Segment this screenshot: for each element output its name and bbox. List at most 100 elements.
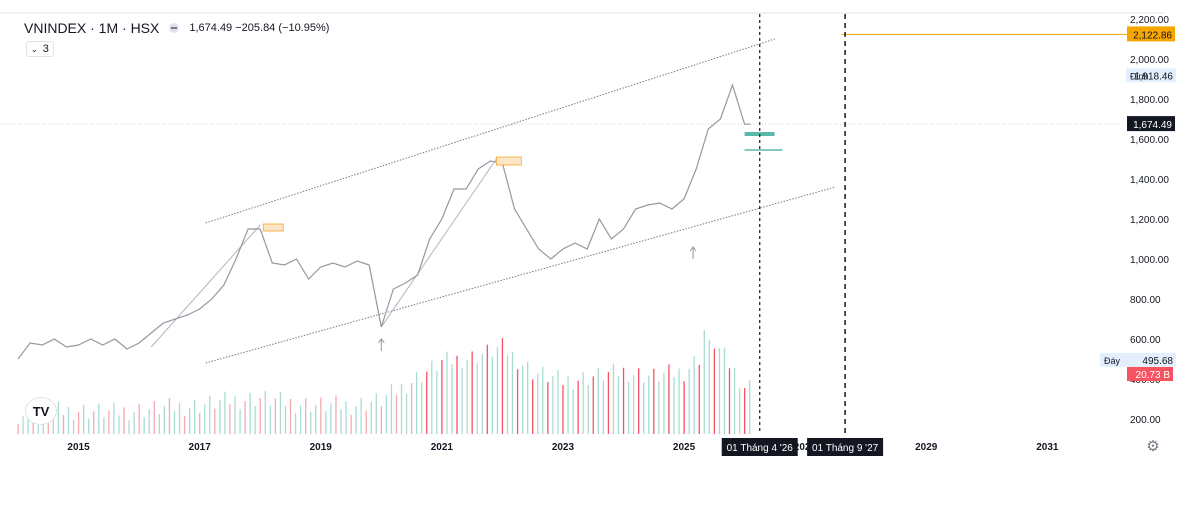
- volume-bar: [77, 411, 80, 434]
- volume-bar: [143, 417, 145, 434]
- peak-box-2022[interactable]: [495, 156, 522, 166]
- y-axis-tick-label: 200.00: [1130, 415, 1161, 426]
- volume-bar: [82, 404, 85, 434]
- minus-circle-icon[interactable]: [169, 23, 180, 33]
- volume-bar: [511, 351, 514, 434]
- y-axis-tick-label: 2,000.00: [1130, 55, 1169, 66]
- volume-bar: [648, 375, 650, 434]
- volume-bar: [456, 355, 458, 434]
- volume-bar: [390, 384, 393, 434]
- volume-bar: [299, 405, 302, 434]
- volume-bar: [542, 367, 544, 434]
- volume-bar: [451, 364, 453, 434]
- volume-bar: [183, 416, 186, 434]
- symbol-title[interactable]: VNINDEX · 1M · HSX: [24, 20, 160, 36]
- indicator-count: 3: [42, 43, 49, 55]
- volume-bar: [209, 395, 211, 434]
- volume-bar: [305, 398, 307, 434]
- volume-bar: [284, 405, 287, 434]
- y-axis-tick-label: 1,200.00: [1130, 215, 1169, 226]
- volume-bar: [239, 409, 241, 434]
- volume-bar: [22, 416, 24, 434]
- volume-bar: [713, 348, 716, 434]
- volume-bar: [678, 368, 680, 434]
- volume-bar: [108, 410, 110, 434]
- volume-bar: [506, 355, 509, 434]
- settings-gear-icon[interactable]: ⚙: [1146, 438, 1160, 455]
- symbol-header: VNINDEX · 1M · HSX 1,674.49 −205.84 (−10…: [24, 20, 329, 36]
- volume-bar: [410, 383, 413, 434]
- x-axis-tick-label: 2025: [673, 442, 696, 453]
- volume-bar: [486, 344, 488, 434]
- trend-line[interactable]: [150, 224, 261, 348]
- volume-bar: [552, 376, 554, 434]
- volume-bar: [491, 356, 494, 434]
- volume-bar: [148, 409, 150, 434]
- volume-bar: [547, 382, 549, 434]
- volume-bar: [749, 380, 751, 434]
- tradingview-logo-icon[interactable]: TV: [26, 398, 56, 424]
- peak-box-2018[interactable]: [262, 223, 284, 232]
- volume-bar: [683, 381, 685, 434]
- volume-bar: [587, 384, 589, 434]
- last-price-bg: [1127, 116, 1175, 132]
- volume-bar: [728, 368, 731, 434]
- volume-bar: [592, 376, 594, 434]
- volume-bar: [733, 367, 736, 434]
- volume-bar: [385, 395, 388, 434]
- peak-label: Đỉnh: [1130, 71, 1149, 81]
- volume-bar: [461, 368, 463, 434]
- volume-bar: [269, 405, 271, 434]
- trough-label-bg: [1100, 352, 1176, 367]
- volume-bar: [325, 410, 327, 434]
- trend-line[interactable]: [380, 158, 497, 328]
- volume-bar: [310, 412, 312, 434]
- vline-label-sep-27-bg: [807, 438, 884, 456]
- volume-bar: [138, 404, 140, 434]
- volume-bar: [17, 424, 19, 434]
- volume-bar: [668, 364, 670, 434]
- volume-bar: [693, 356, 695, 434]
- volume-bar: [72, 420, 75, 434]
- volume-bar: [274, 398, 277, 434]
- x-axis-tick-label: 202: [794, 442, 811, 453]
- volume-bar: [123, 407, 125, 434]
- volume-bar: [653, 368, 655, 434]
- trough-label: Đáy: [1104, 356, 1121, 366]
- x-axis-tick-label: 2023: [552, 442, 575, 453]
- volume-bar: [395, 394, 398, 434]
- volume-bar: [188, 407, 191, 434]
- volume-bar: [320, 397, 322, 434]
- price-line-series[interactable]: [17, 83, 751, 360]
- y-axis-tick-label: 1,800.00: [1130, 95, 1169, 106]
- volume-bar: [67, 406, 70, 434]
- volume-bar: [663, 372, 665, 434]
- volume-bar: [557, 370, 559, 434]
- y-axis-tick-label: 600.00: [1130, 335, 1161, 346]
- up-arrow-icon: [377, 338, 385, 351]
- x-axis-tick-label: 2017: [189, 442, 212, 453]
- channel-upper-line[interactable]: [205, 38, 776, 224]
- volume-bar: [88, 418, 90, 434]
- volume-bar: [673, 377, 675, 434]
- volume-bar: [622, 367, 625, 434]
- volume-bar: [577, 380, 579, 434]
- x-axis-tick-label: 2019: [310, 442, 333, 453]
- volume-bar: [32, 421, 34, 434]
- collapse-indicators-button[interactable]: ⌄ 3: [26, 41, 54, 57]
- volume-bar: [567, 376, 569, 434]
- volume-bar: [289, 398, 292, 434]
- volume-bar: [723, 347, 726, 434]
- volume-bar: [98, 403, 100, 434]
- target-value-label: 2,122.86: [1133, 30, 1172, 41]
- volume-bar: [441, 360, 443, 434]
- volume-bar: [416, 372, 418, 434]
- channel-lower-line[interactable]: [205, 186, 836, 364]
- volume-bar: [254, 406, 256, 434]
- last-price-label: 1,674.49: [1133, 120, 1172, 131]
- y-axis-tick-label: 1,000.00: [1130, 255, 1169, 266]
- y-axis-tick-label: 1,600.00: [1130, 135, 1169, 146]
- volume-bar: [173, 411, 176, 434]
